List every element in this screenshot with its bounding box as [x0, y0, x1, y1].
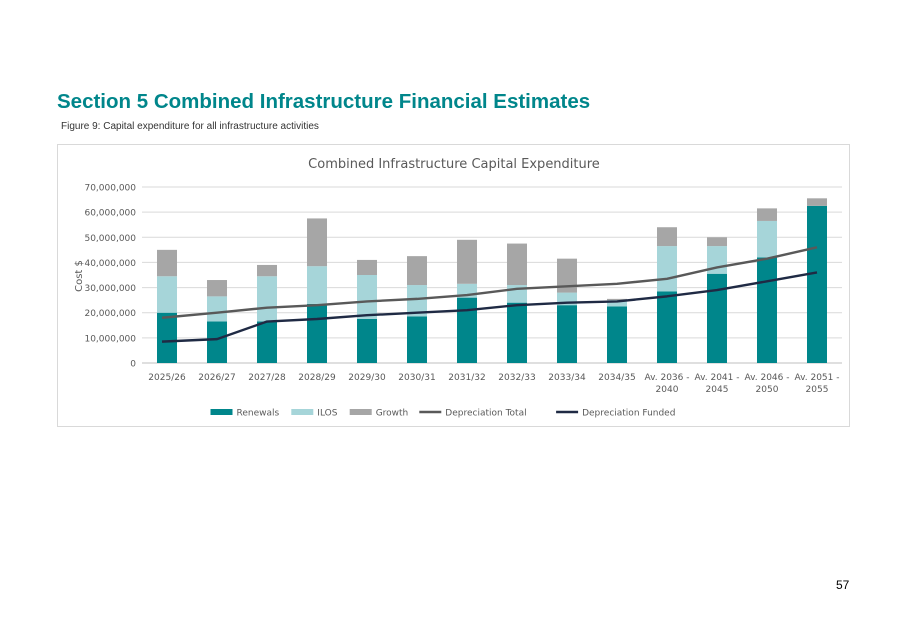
bar-ilos: [607, 300, 627, 307]
bar-renewals: [257, 321, 277, 363]
x-tick-label: 2025/26: [148, 373, 186, 383]
figure-caption: Figure 9: Capital expenditure for all in…: [61, 121, 319, 132]
x-tick-label: 2040: [656, 385, 679, 395]
bar-growth: [757, 208, 777, 221]
bar-ilos: [407, 285, 427, 317]
bar-renewals: [657, 291, 677, 363]
y-tick-label: 20,000,000: [84, 309, 136, 319]
x-tick-label: 2034/35: [598, 373, 635, 383]
x-tick-label: Av. 2041 -: [695, 373, 740, 383]
line-depreciation-total: [161, 246, 818, 319]
bar-renewals: [457, 297, 477, 363]
x-tick-label: 2032/33: [498, 373, 535, 383]
line-depreciation-funded: [161, 271, 818, 343]
bar-renewals: [807, 205, 827, 363]
bar-ilos: [357, 275, 377, 319]
x-tick-label: 2029/30: [348, 373, 386, 383]
x-tick-label: Av. 2051 -: [795, 373, 840, 383]
bar-growth: [307, 218, 327, 267]
y-tick-label: 50,000,000: [84, 234, 136, 244]
section-heading: Section 5 Combined Infrastructure Financ…: [57, 90, 591, 113]
bar-ilos: [157, 276, 177, 313]
x-tick-label: 2045: [706, 385, 729, 395]
legend-label-ilos: ILOS: [317, 409, 337, 419]
bar-renewals: [507, 302, 527, 363]
bar-growth: [357, 259, 377, 275]
bar-growth: [157, 249, 177, 277]
bar-renewals: [707, 273, 727, 363]
capex-chart: Combined Infrastructure Capital Expendit…: [74, 157, 842, 419]
x-tick-label: 2050: [756, 385, 779, 395]
bar-renewals: [757, 257, 777, 363]
legend-label-depreciation-funded: Depreciation Funded: [582, 409, 675, 419]
x-tick-label: Av. 2036 -: [645, 373, 690, 383]
bar-growth: [207, 280, 227, 297]
bar-growth: [257, 264, 277, 277]
x-tick-label: 2033/34: [548, 373, 586, 383]
x-tick-label: 2030/31: [398, 373, 435, 383]
legend-swatch-growth: [349, 409, 372, 415]
bar-ilos: [257, 276, 277, 322]
y-axis-label: Cost $: [74, 260, 85, 292]
y-tick-label: 60,000,000: [84, 209, 136, 219]
bar-growth: [407, 256, 427, 286]
legend-label-depreciation-total: Depreciation Total: [445, 409, 526, 419]
bar-renewals: [157, 312, 177, 363]
y-tick-label: 70,000,000: [84, 184, 136, 194]
chart-frame: Combined Infrastructure Capital Expendit…: [57, 144, 850, 427]
x-tick-label: 2031/32: [448, 373, 485, 383]
legend-swatch-ilos: [291, 409, 314, 415]
x-tick-label: 2027/28: [248, 373, 286, 383]
chart-title: Combined Infrastructure Capital Expendit…: [308, 157, 600, 172]
bar-growth: [507, 243, 527, 286]
bar-renewals: [307, 303, 327, 363]
y-tick-label: 40,000,000: [84, 259, 136, 269]
bar-renewals: [357, 319, 377, 363]
bar-growth: [607, 298, 627, 301]
x-tick-label: Av. 2046 -: [745, 373, 790, 383]
bar-growth: [457, 239, 477, 284]
bar-renewals: [407, 316, 427, 363]
bar-renewals: [607, 306, 627, 363]
y-tick-label: 30,000,000: [84, 284, 136, 294]
bar-growth: [557, 258, 577, 293]
bar-ilos: [757, 220, 777, 258]
bar-renewals: [207, 321, 227, 363]
bar-growth: [807, 198, 827, 206]
bar-ilos: [307, 266, 327, 304]
page-number: 57: [836, 578, 850, 592]
legend-swatch-renewals: [210, 409, 233, 415]
y-tick-label: 0: [130, 360, 136, 370]
y-tick-label: 10,000,000: [84, 334, 136, 344]
bar-growth: [707, 237, 727, 247]
legend-label-renewals: Renewals: [237, 409, 280, 419]
bar-ilos: [657, 246, 677, 292]
bar-renewals: [557, 305, 577, 363]
bar-ilos: [207, 296, 227, 322]
x-tick-label: 2055: [806, 385, 829, 395]
x-tick-label: 2028/29: [298, 373, 336, 383]
x-tick-label: 2026/27: [198, 373, 235, 383]
legend-label-growth: Growth: [376, 409, 409, 419]
bar-growth: [657, 227, 677, 247]
